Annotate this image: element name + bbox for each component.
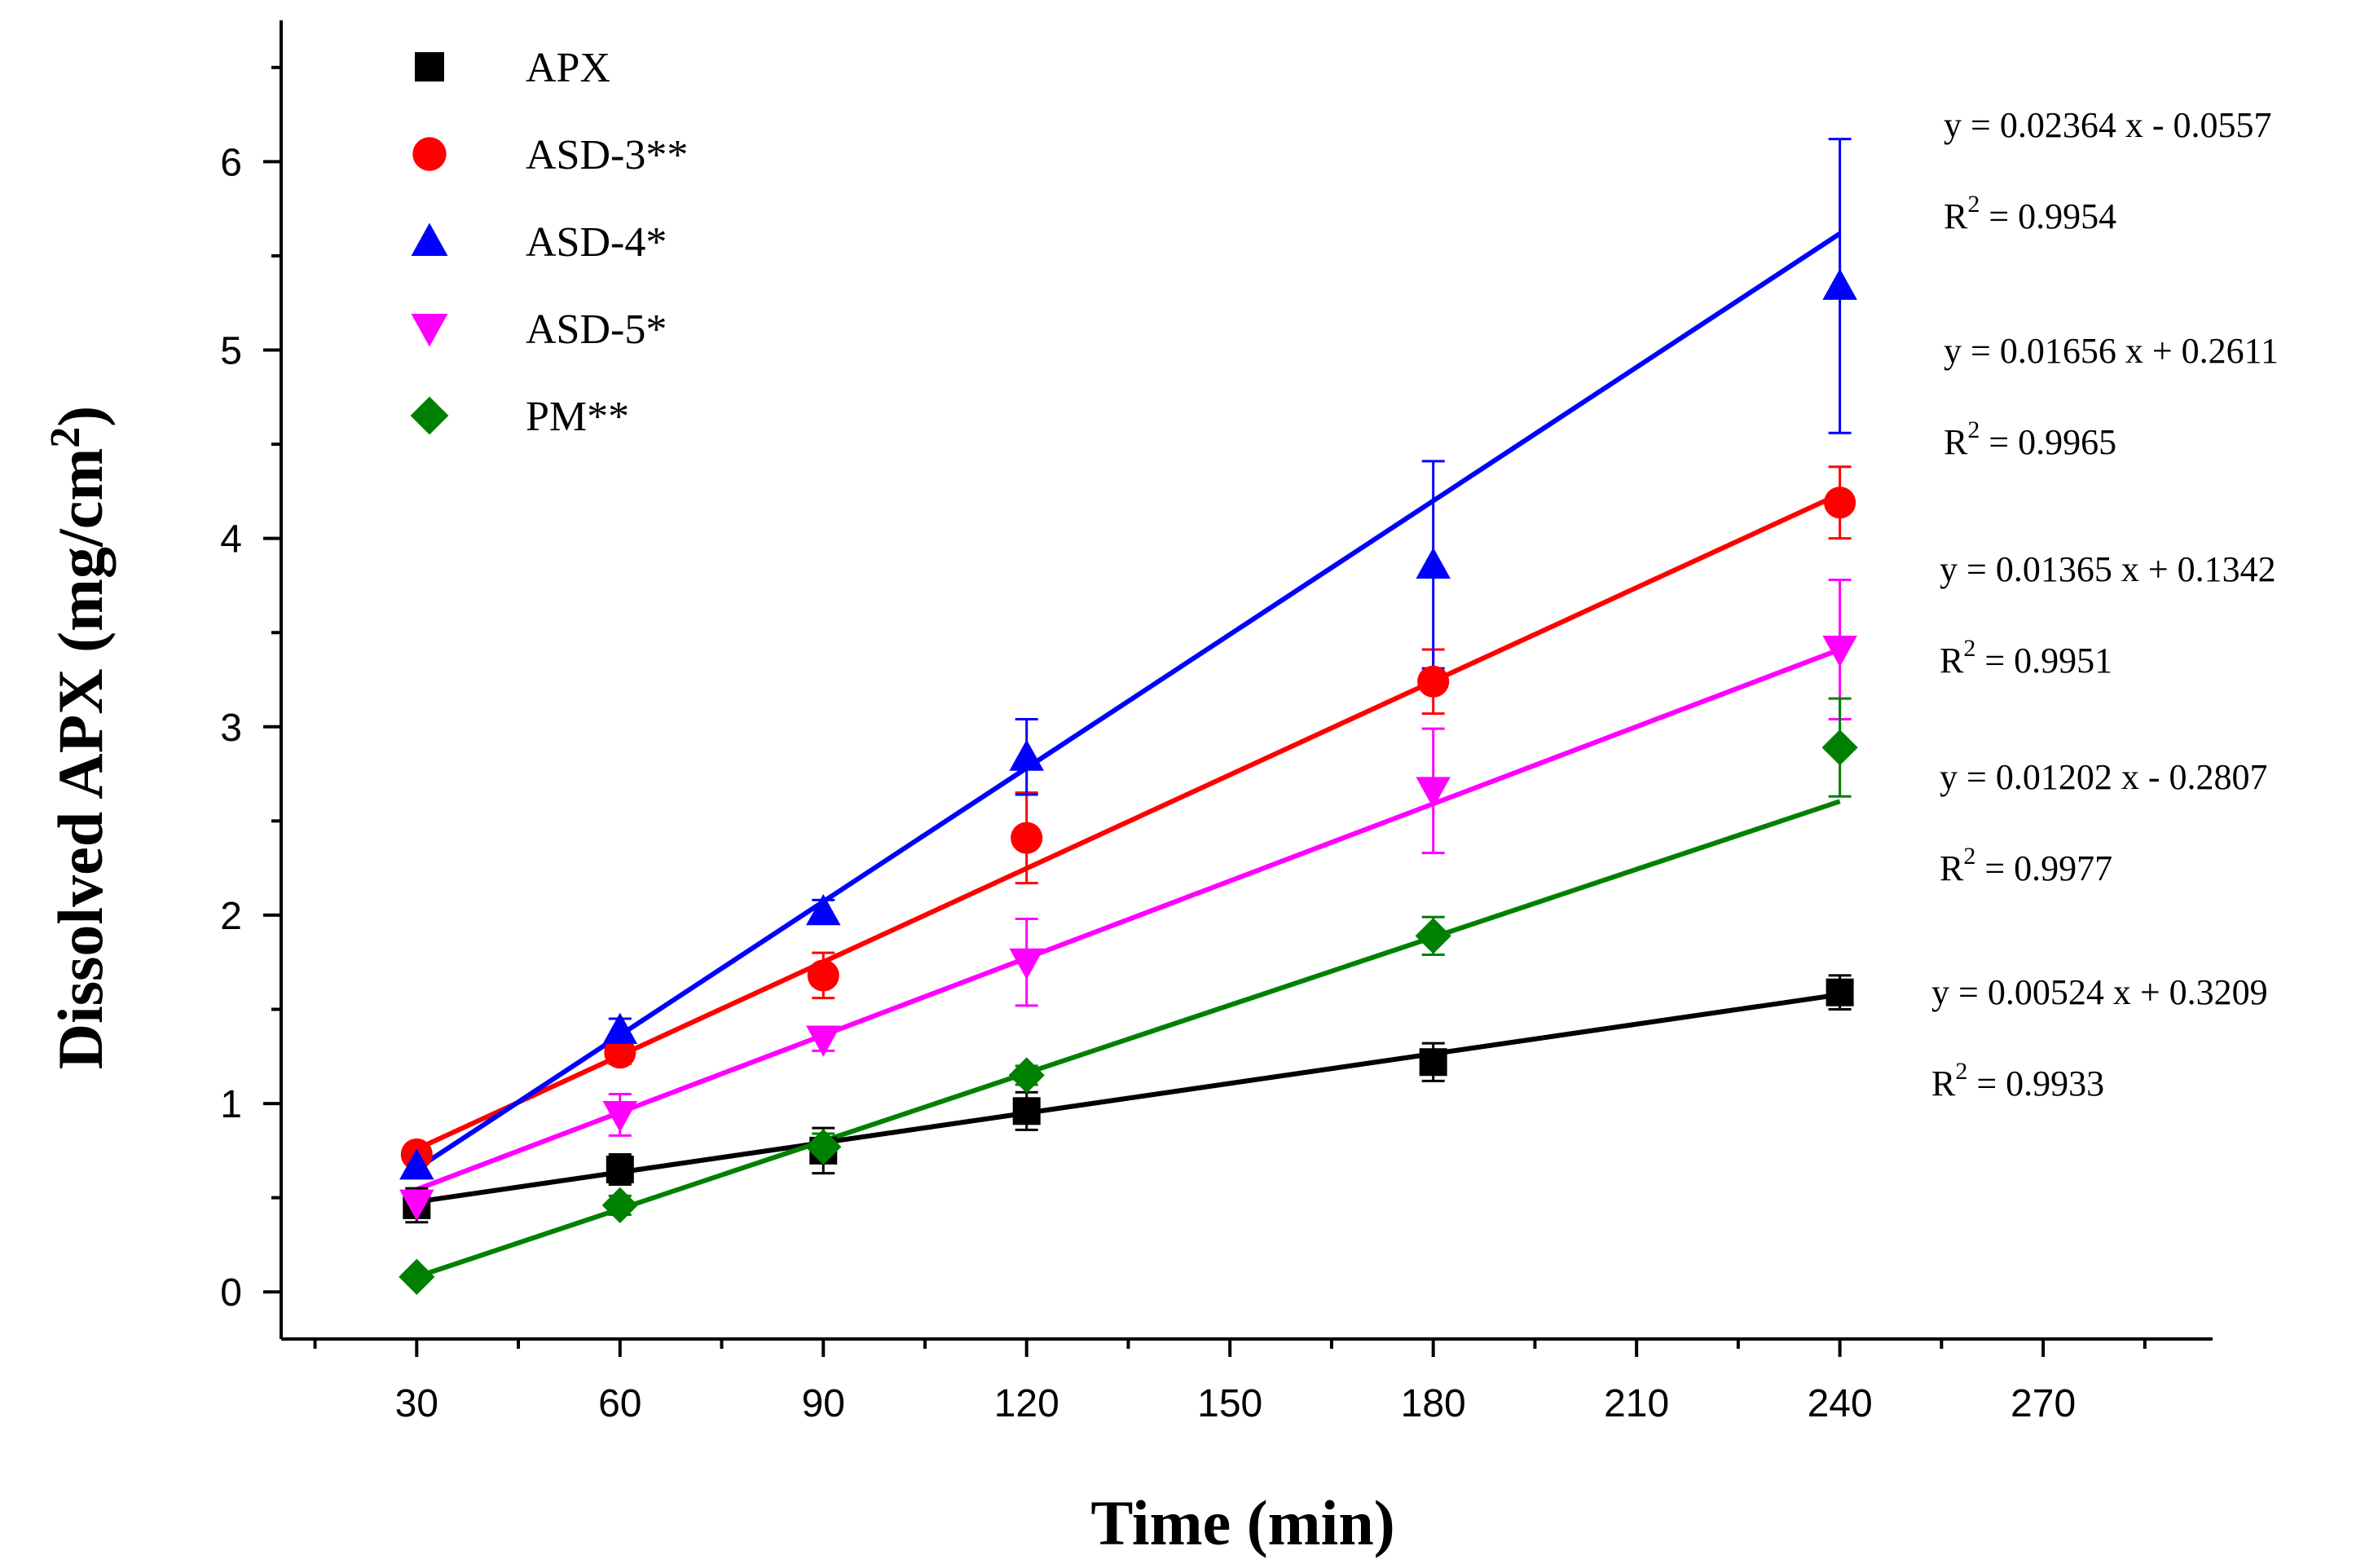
fit-equation: y = 0.01365 x + 0.1342 xyxy=(1940,549,2276,589)
r-squared-value: = 0.9951 xyxy=(1975,641,2112,680)
data-point xyxy=(1821,729,1858,766)
r-squared-value: = 0.9933 xyxy=(1967,1064,2104,1103)
y-axis-title: Dissolved APX (mg/cm2) xyxy=(42,406,116,1070)
fit-r-squared: R2 = 0.9951 xyxy=(1940,635,2112,680)
fit-line xyxy=(416,992,1841,1205)
fit-equation: y = 0.02364 x - 0.0557 xyxy=(1944,105,2271,145)
fit-equation: y = 0.01202 x - 0.2807 xyxy=(1940,757,2267,797)
data-point xyxy=(1011,821,1043,854)
legend-label: ASD-5* xyxy=(526,306,667,353)
y-tick-label: 6 xyxy=(220,141,242,184)
legend-marker xyxy=(415,52,444,81)
fit-line xyxy=(416,491,1841,1152)
data-point xyxy=(604,1037,636,1069)
x-tick-label: 150 xyxy=(1197,1382,1262,1425)
data-point xyxy=(602,1012,638,1044)
x-tick-label: 210 xyxy=(1604,1382,1669,1425)
r-squared-value: = 0.9977 xyxy=(1975,848,2112,888)
r-squared-superscript: 2 xyxy=(1967,416,1980,443)
data-point xyxy=(399,1189,434,1221)
y-axis-title-main: Dissolved APX (mg/cm xyxy=(45,448,116,1070)
data-point xyxy=(806,894,841,926)
fit-r-squared: R2 = 0.9965 xyxy=(1944,416,2116,462)
r-squared-symbol: R xyxy=(1944,422,1968,462)
fit-line xyxy=(416,647,1841,1192)
r-squared-symbol: R xyxy=(1940,641,1964,680)
data-point xyxy=(602,1100,638,1133)
r-squared-superscript: 2 xyxy=(1967,191,1980,218)
r-squared-superscript: 2 xyxy=(1963,843,1975,870)
data-point xyxy=(1009,739,1044,771)
r-squared-superscript: 2 xyxy=(1955,1058,1967,1085)
data-point xyxy=(1419,1048,1447,1077)
r-squared-value: = 0.9954 xyxy=(1980,196,2116,236)
y-axis: 0 1 2 3 4 5 6 xyxy=(220,65,281,1315)
y-tick-label: 2 xyxy=(220,895,242,938)
legend-label: ASD-3** xyxy=(526,132,688,178)
x-tick-label: 240 xyxy=(1808,1382,1873,1425)
x-tick-label: 30 xyxy=(395,1382,438,1425)
legend-label: PM** xyxy=(526,394,629,440)
x-tick-label: 60 xyxy=(598,1382,641,1425)
legend-marker xyxy=(410,396,449,435)
x-axis: 30 60 90 120 150 180 210 240 270 xyxy=(313,1339,2147,1425)
data-point xyxy=(806,1025,841,1057)
data-point xyxy=(1012,1097,1041,1125)
data-point xyxy=(1822,636,1857,667)
data-point xyxy=(1009,948,1044,980)
fit-r-squared: R2 = 0.9977 xyxy=(1940,843,2112,888)
y-tick-label: 3 xyxy=(220,707,242,750)
legend-marker xyxy=(411,222,448,256)
data-point xyxy=(807,959,839,992)
y-axis-title-close: ) xyxy=(45,406,116,427)
fit-line xyxy=(416,799,1841,1280)
x-tick-label: 180 xyxy=(1401,1382,1466,1425)
data-point xyxy=(606,1155,634,1183)
data-point xyxy=(1416,777,1451,808)
data-point xyxy=(805,1129,842,1165)
legend: APX ASD-3** ASD-4* ASD-5* PM** xyxy=(410,45,688,440)
fit-r-squared: R2 = 0.9933 xyxy=(1931,1058,2104,1103)
y-axis-title-superscript: 2 xyxy=(42,427,89,448)
plot-frame xyxy=(280,20,2213,1341)
fit-r-squared: R2 = 0.9954 xyxy=(1944,191,2116,236)
y-tick-label: 4 xyxy=(220,518,242,562)
data-point xyxy=(1417,665,1450,698)
legend-marker xyxy=(412,137,447,171)
data-markers xyxy=(399,268,1858,1295)
r-squared-symbol: R xyxy=(1931,1064,1956,1103)
x-axis-title: Time (min) xyxy=(1090,1487,1394,1558)
x-tick-label: 90 xyxy=(802,1382,845,1425)
y-tick-label: 5 xyxy=(220,330,242,373)
data-point xyxy=(1824,487,1856,519)
data-point xyxy=(1822,268,1857,300)
r-squared-superscript: 2 xyxy=(1963,635,1975,662)
legend-marker xyxy=(411,314,448,347)
r-squared-value: = 0.9965 xyxy=(1980,422,2116,462)
fit-equation: y = 0.01656 x + 0.2611 xyxy=(1944,331,2279,371)
fit-line xyxy=(415,231,1842,1171)
y-tick-label: 1 xyxy=(220,1083,242,1126)
data-point xyxy=(1415,918,1451,954)
data-point xyxy=(399,1258,435,1295)
fit-lines xyxy=(415,231,1842,1280)
data-point xyxy=(601,1187,638,1223)
fit-equation: y = 0.00524 x + 0.3209 xyxy=(1931,972,2268,1012)
data-point xyxy=(1008,1057,1045,1094)
data-point xyxy=(1416,547,1451,579)
y-tick-label: 0 xyxy=(220,1271,242,1315)
legend-label: APX xyxy=(526,45,610,91)
x-tick-label: 270 xyxy=(2010,1382,2076,1425)
r-squared-symbol: R xyxy=(1944,196,1968,236)
data-point xyxy=(1825,978,1854,1006)
legend-label: ASD-4* xyxy=(526,219,667,266)
r-squared-symbol: R xyxy=(1940,848,1964,888)
x-tick-label: 120 xyxy=(994,1382,1059,1425)
data-point xyxy=(399,1148,434,1180)
